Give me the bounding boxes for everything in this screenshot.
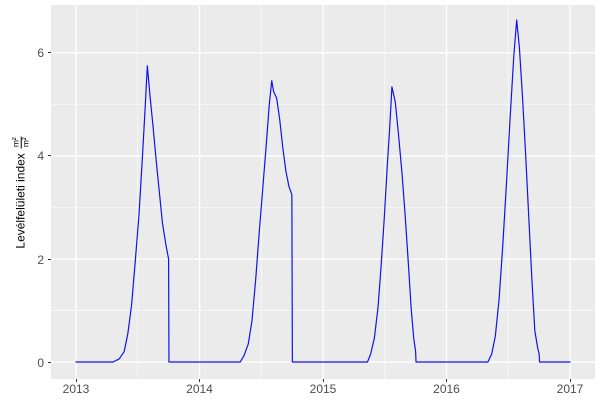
y-tick-mark — [48, 155, 51, 157]
y-tick-label: 0 — [37, 355, 44, 370]
y-tick-label: 2 — [37, 252, 44, 267]
y-axis-title-text: Levélfelületi index — [14, 152, 29, 249]
y-tick-label: 4 — [37, 149, 44, 164]
y-axis-title: Levélfelületi index m² m² — [0, 5, 42, 379]
x-tick-label: 2017 — [556, 382, 584, 396]
y-axis-unit-fraction: m² m² — [11, 135, 31, 148]
x-tick-mark — [322, 379, 324, 382]
y-tick-mark — [48, 258, 51, 260]
x-tick-label: 2015 — [309, 382, 337, 396]
chart-canvas — [51, 5, 595, 379]
x-tick-label: 2013 — [62, 382, 90, 396]
y-tick-label: 6 — [37, 46, 44, 61]
series-line-lai — [75, 19, 571, 363]
x-tick-mark — [75, 379, 77, 382]
x-tick-label: 2016 — [433, 382, 460, 396]
y-tick-mark — [48, 52, 51, 54]
y-tick-mark — [48, 361, 51, 363]
x-tick-mark — [446, 379, 447, 382]
plot-panel — [51, 5, 595, 379]
y-axis-unit-denominator: m² — [20, 136, 31, 147]
x-tick-label: 2014 — [186, 382, 213, 396]
x-tick-mark — [569, 379, 571, 382]
x-tick-mark — [199, 379, 200, 382]
